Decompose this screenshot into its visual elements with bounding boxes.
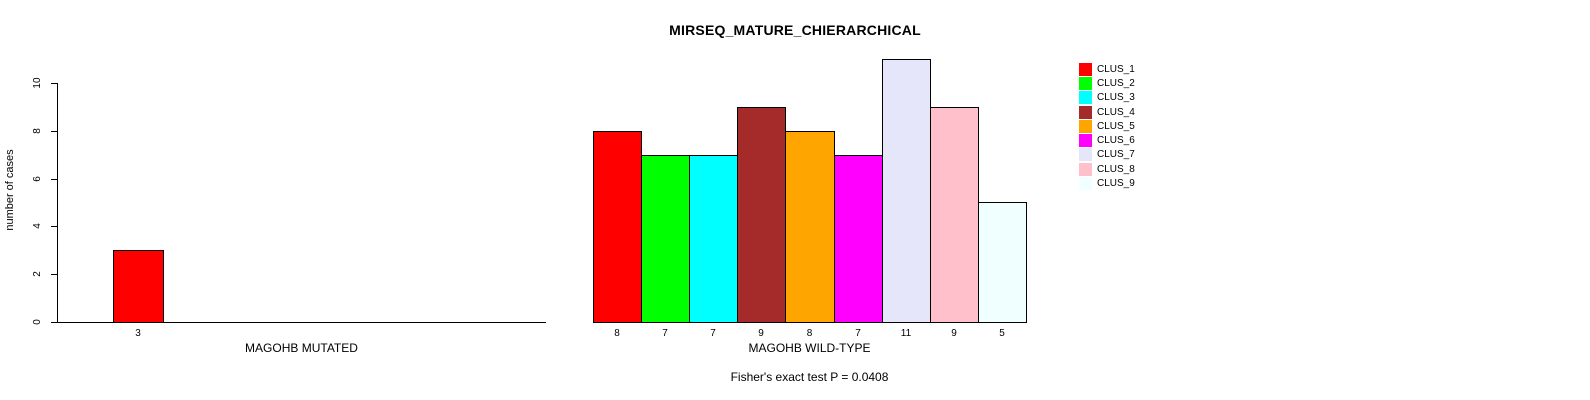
- bar-clus_9-panel2: [978, 202, 1027, 323]
- legend-label: CLUS_7: [1097, 149, 1135, 161]
- chart-title: MIRSEQ_MATURE_CHIERARCHICAL: [669, 22, 921, 38]
- legend-row-clus_4: CLUS_4: [1079, 105, 1135, 119]
- x-axis-label-wild-type: MAGOHB WILD-TYPE: [748, 341, 871, 355]
- legend-swatch-clus_3: [1079, 91, 1092, 105]
- legend-label: CLUS_5: [1097, 120, 1135, 132]
- y-tick: [51, 179, 57, 180]
- legend-row-clus_3: CLUS_3: [1079, 91, 1135, 105]
- fisher-test-footnote: Fisher's exact test P = 0.0408: [730, 370, 889, 384]
- legend-row-clus_7: CLUS_7: [1079, 148, 1135, 162]
- legend-row-clus_5: CLUS_5: [1079, 119, 1135, 133]
- legend-swatch-clus_2: [1079, 76, 1092, 90]
- legend-label: CLUS_2: [1097, 77, 1135, 89]
- legend-row-clus_6: CLUS_6: [1079, 133, 1135, 148]
- y-axis-label: number of cases: [4, 149, 16, 231]
- y-tick-label: 2: [32, 271, 43, 277]
- bar-count-label: 7: [710, 328, 716, 339]
- bar-clus_2-panel2: [641, 155, 690, 323]
- legend-swatch-clus_4: [1079, 105, 1092, 119]
- bar-clus_8-panel2: [930, 107, 979, 323]
- legend-swatch-clus_5: [1079, 119, 1092, 133]
- legend-label: CLUS_4: [1097, 106, 1135, 118]
- bar-clus_6-panel2: [834, 155, 883, 323]
- bar-clus_5-panel2: [785, 131, 835, 323]
- bar-count-label: 7: [662, 328, 668, 339]
- y-tick-label: 0: [32, 319, 43, 325]
- legend-label: CLUS_8: [1097, 163, 1135, 175]
- y-tick: [51, 131, 57, 132]
- bar-count-label: 9: [758, 328, 764, 339]
- bar-clus_7-panel2: [882, 59, 931, 323]
- legend-row-clus_1: CLUS_1: [1079, 62, 1135, 76]
- legend-row-clus_8: CLUS_8: [1079, 162, 1135, 176]
- y-tick: [51, 274, 57, 275]
- y-tick-label: 6: [32, 176, 43, 182]
- y-tick-label: 8: [32, 128, 43, 134]
- bar-clus_3-panel2: [689, 155, 738, 323]
- y-axis-line: [57, 83, 58, 323]
- x-axis-line-mutated: [57, 322, 546, 323]
- legend-swatch-clus_8: [1079, 162, 1092, 176]
- bar-count-label: 3: [135, 328, 141, 339]
- bar-count-label: 9: [951, 328, 957, 339]
- bar-count-label: 8: [806, 328, 813, 339]
- bar-count-label: 11: [900, 328, 912, 339]
- legend-swatch-clus_9: [1079, 177, 1092, 191]
- legend: CLUS_1 CLUS_2 CLUS_3 CLUS_4 CLUS_5 CLUS_6 CLUS…: [1079, 62, 1135, 191]
- legend-label: CLUS_6: [1097, 135, 1135, 147]
- legend-row-clus_9: CLUS_9: [1079, 176, 1135, 191]
- bar-clus_4-panel2: [737, 107, 786, 323]
- y-tick-label: 10: [32, 77, 43, 89]
- bar-clus_1-panel2: [593, 131, 642, 323]
- y-tick: [51, 83, 57, 84]
- x-axis-label-mutated: MAGOHB MUTATED: [245, 341, 358, 355]
- bar-count-label: 8: [614, 328, 620, 339]
- legend-swatch-clus_1: [1079, 62, 1092, 76]
- legend-swatch-clus_7: [1079, 148, 1092, 162]
- legend-row-clus_2: CLUS_2: [1079, 76, 1135, 90]
- bar-count-label: 7: [855, 328, 861, 339]
- bar-clus_1-panel1: [113, 250, 164, 323]
- y-tick: [51, 322, 57, 323]
- legend-label: CLUS_3: [1097, 92, 1135, 104]
- legend-swatch-clus_6: [1079, 134, 1092, 148]
- legend-label: CLUS_1: [1097, 63, 1135, 75]
- y-tick-label: 4: [32, 223, 43, 229]
- bar-count-label: 5: [999, 328, 1005, 339]
- y-tick: [51, 226, 57, 227]
- legend-label: CLUS_9: [1097, 178, 1135, 190]
